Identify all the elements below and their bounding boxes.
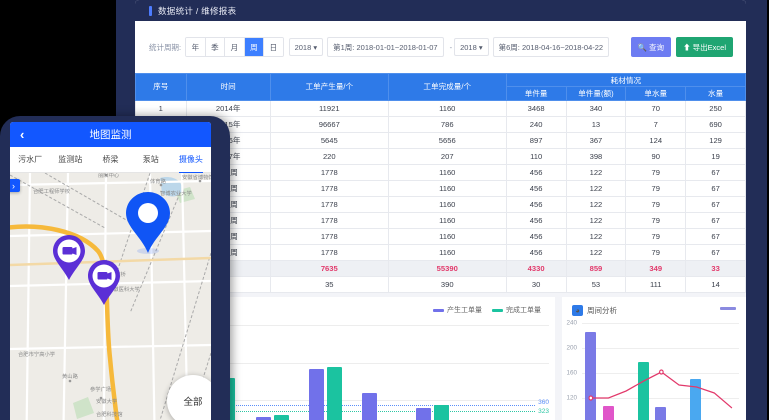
svg-text:合肥科技馆: 合肥科技馆 bbox=[96, 410, 123, 418]
svg-text:合肥市宁高小学: 合肥市宁高小学 bbox=[18, 350, 55, 358]
svg-text:丽阳中心: 丽阳中心 bbox=[98, 173, 120, 179]
svg-text:合肥工程师学校: 合肥工程师学校 bbox=[33, 187, 71, 195]
svg-text:黄山路: 黄山路 bbox=[62, 372, 79, 380]
svg-text:参学广场: 参学广场 bbox=[90, 385, 111, 393]
svg-text:安徽大学: 安徽大学 bbox=[96, 397, 117, 405]
svg-text:体育路: 体育路 bbox=[150, 177, 167, 185]
svg-text:安徽省博物馆: 安徽省博物馆 bbox=[182, 173, 211, 181]
